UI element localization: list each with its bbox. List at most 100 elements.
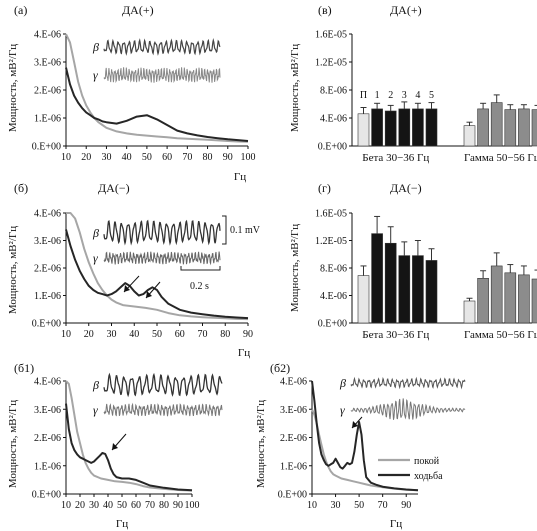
y-tick-label: 4.E-06 bbox=[34, 209, 61, 220]
inset-waves-b: β γ 0.1 mV 0.2 s bbox=[92, 215, 261, 292]
bar bbox=[412, 255, 424, 324]
x-tick-label: 60 bbox=[175, 329, 185, 340]
gamma-label-b1: γ bbox=[93, 403, 98, 417]
panel-g: (г) ДА(−) Мощность, мВ²/Гц 0.E+00 4.E-06 8… bbox=[289, 181, 537, 341]
series-line-rest bbox=[65, 33, 249, 143]
x-tick-label: 30 bbox=[107, 329, 117, 340]
x-tick-label: 40 bbox=[103, 500, 113, 511]
bar bbox=[477, 278, 489, 324]
x-tick-label: 90 bbox=[223, 152, 233, 163]
time-scale-label: 0.2 s bbox=[190, 281, 209, 292]
x-tick-label: 40 bbox=[129, 329, 139, 340]
y-tick-label: 1.6E-05 bbox=[315, 209, 347, 220]
y-tick-label: 1.2E-05 bbox=[315, 236, 347, 247]
category-label: Бета 30−36 Гц bbox=[362, 329, 429, 341]
y-tick-label: 4.E-06 bbox=[320, 291, 347, 302]
bar bbox=[518, 274, 530, 324]
bar-label: П bbox=[360, 90, 367, 101]
panel-a: (а) ДА(+) Мощность, мВ²/Гц Гц 0.E+00 1.E-… bbox=[7, 3, 256, 183]
time-scale-bar bbox=[180, 266, 221, 271]
x-tick-label: 50 bbox=[142, 152, 152, 163]
category-label: Гамма 50−56 Гц bbox=[464, 152, 537, 164]
plot-area-g: 0.E+00 4.E-06 8.E-06 1.2E-05 1.6E-05 Бета 30−… bbox=[315, 209, 537, 341]
y-tick-label: 4.E-06 bbox=[280, 377, 307, 388]
panel-b2: (б2) Мощность, мВ²/Гц Гц 0.E+00 1.E-06 2.E… bbox=[255, 361, 466, 530]
x-tick-label: 70 bbox=[145, 500, 155, 511]
bar bbox=[371, 233, 383, 324]
x-tick-label: 10 bbox=[307, 500, 317, 511]
category-label: Гамма 50−56 Гц bbox=[464, 329, 537, 341]
y-tick-label: 2.E-06 bbox=[34, 264, 61, 275]
bar bbox=[384, 110, 397, 147]
x-tick-label: 50 bbox=[152, 329, 162, 340]
x-tick-label: 10 bbox=[61, 329, 71, 340]
series-line-rest bbox=[65, 380, 193, 492]
panel-label-g: (г) bbox=[318, 181, 331, 195]
series-line-walk bbox=[65, 403, 193, 492]
bar bbox=[398, 108, 411, 147]
x-tick-label: 20 bbox=[81, 152, 91, 163]
gamma-label-b: γ bbox=[93, 251, 98, 265]
x-axis-label-b1: Гц bbox=[116, 518, 128, 530]
y-tick-label: 4.E-06 bbox=[320, 114, 347, 125]
bar bbox=[463, 125, 476, 147]
y-tick-label: 2.E-06 bbox=[34, 433, 61, 444]
x-axis-label-b2: Гц bbox=[390, 518, 402, 530]
x-tick-label: 20 bbox=[75, 500, 85, 511]
y-tick-label: 1.6E-05 bbox=[315, 30, 347, 41]
panel-title-v: ДА(+) bbox=[390, 3, 422, 17]
bar bbox=[504, 109, 517, 147]
arrowhead-icon bbox=[112, 443, 118, 450]
bar bbox=[412, 108, 424, 147]
x-tick-label: 30 bbox=[101, 152, 111, 163]
bar bbox=[384, 242, 397, 324]
gamma-waveform-b2 bbox=[350, 398, 466, 420]
y-tick-label: 1.E-06 bbox=[280, 461, 307, 472]
plot-area-b1: 0.E+00 1.E-06 2.E-06 3.E-06 4.E-06 10 20 30 40 50… bbox=[32, 377, 200, 512]
y-axis-label-b: Мощность, мВ²/Гц bbox=[7, 226, 19, 314]
plot-area-b2: 0.E+00 1.E-06 2.E-06 3.E-06 4.E-06 10 30 50 70 90 bbox=[278, 377, 419, 511]
x-tick-label: 50 bbox=[117, 500, 127, 511]
gamma-label-a: γ bbox=[93, 68, 98, 82]
x-tick-label: 70 bbox=[182, 152, 192, 163]
bar bbox=[518, 108, 530, 147]
x-tick-label: 100 bbox=[185, 500, 200, 511]
beta-waveform-b1 bbox=[103, 372, 223, 398]
y-tick-label: 3.E-06 bbox=[34, 236, 61, 247]
x-tick-label: 30 bbox=[331, 500, 341, 511]
y-tick-label: 8.E-06 bbox=[320, 264, 347, 275]
bar bbox=[398, 255, 411, 324]
series-line-walk bbox=[65, 229, 249, 320]
beta-label-a: β bbox=[92, 40, 99, 54]
bar bbox=[357, 275, 370, 324]
panel-label-a: (а) bbox=[14, 3, 27, 17]
y-axis-label-a: Мощность, мВ²/Гц bbox=[7, 44, 19, 132]
y-axis-label-g: Мощность, мВ²/Гц bbox=[289, 224, 301, 312]
amplitude-scale-label: 0.1 mV bbox=[230, 225, 261, 236]
inset-waves-b2: β γ bbox=[339, 376, 466, 420]
y-tick-label: 3.E-06 bbox=[34, 58, 61, 69]
panel-label-b: (б) bbox=[14, 181, 28, 195]
panel-label-v: (в) bbox=[318, 3, 332, 17]
y-tick-label: 0.E+00 bbox=[318, 319, 347, 330]
beta-label-b2: β bbox=[339, 376, 346, 390]
x-axis-label-b: Гц bbox=[238, 347, 250, 359]
x-tick-label: 50 bbox=[354, 500, 364, 511]
y-tick-label: 0.E+00 bbox=[32, 142, 61, 153]
arrowhead-icon bbox=[124, 285, 130, 292]
x-tick-label: 60 bbox=[131, 500, 141, 511]
bar bbox=[371, 108, 383, 147]
gamma-waveform-a bbox=[103, 67, 221, 84]
bar-label: 5 bbox=[429, 90, 434, 101]
panel-b: (б) ДА(−) Мощность, мВ²/Гц Гц 0.E+00 1.E-… bbox=[7, 181, 261, 359]
bar bbox=[504, 272, 517, 324]
x-tick-label: 30 bbox=[89, 500, 99, 511]
legend: покой ходьба bbox=[378, 456, 443, 482]
y-axis-label-v: Мощность, мВ²/Гц bbox=[289, 44, 301, 132]
series-line-rest bbox=[311, 408, 419, 492]
bar bbox=[531, 278, 537, 324]
legend-label-rest: покой bbox=[414, 456, 440, 467]
beta-waveform-b2 bbox=[350, 376, 466, 390]
x-tick-label: 70 bbox=[378, 500, 388, 511]
